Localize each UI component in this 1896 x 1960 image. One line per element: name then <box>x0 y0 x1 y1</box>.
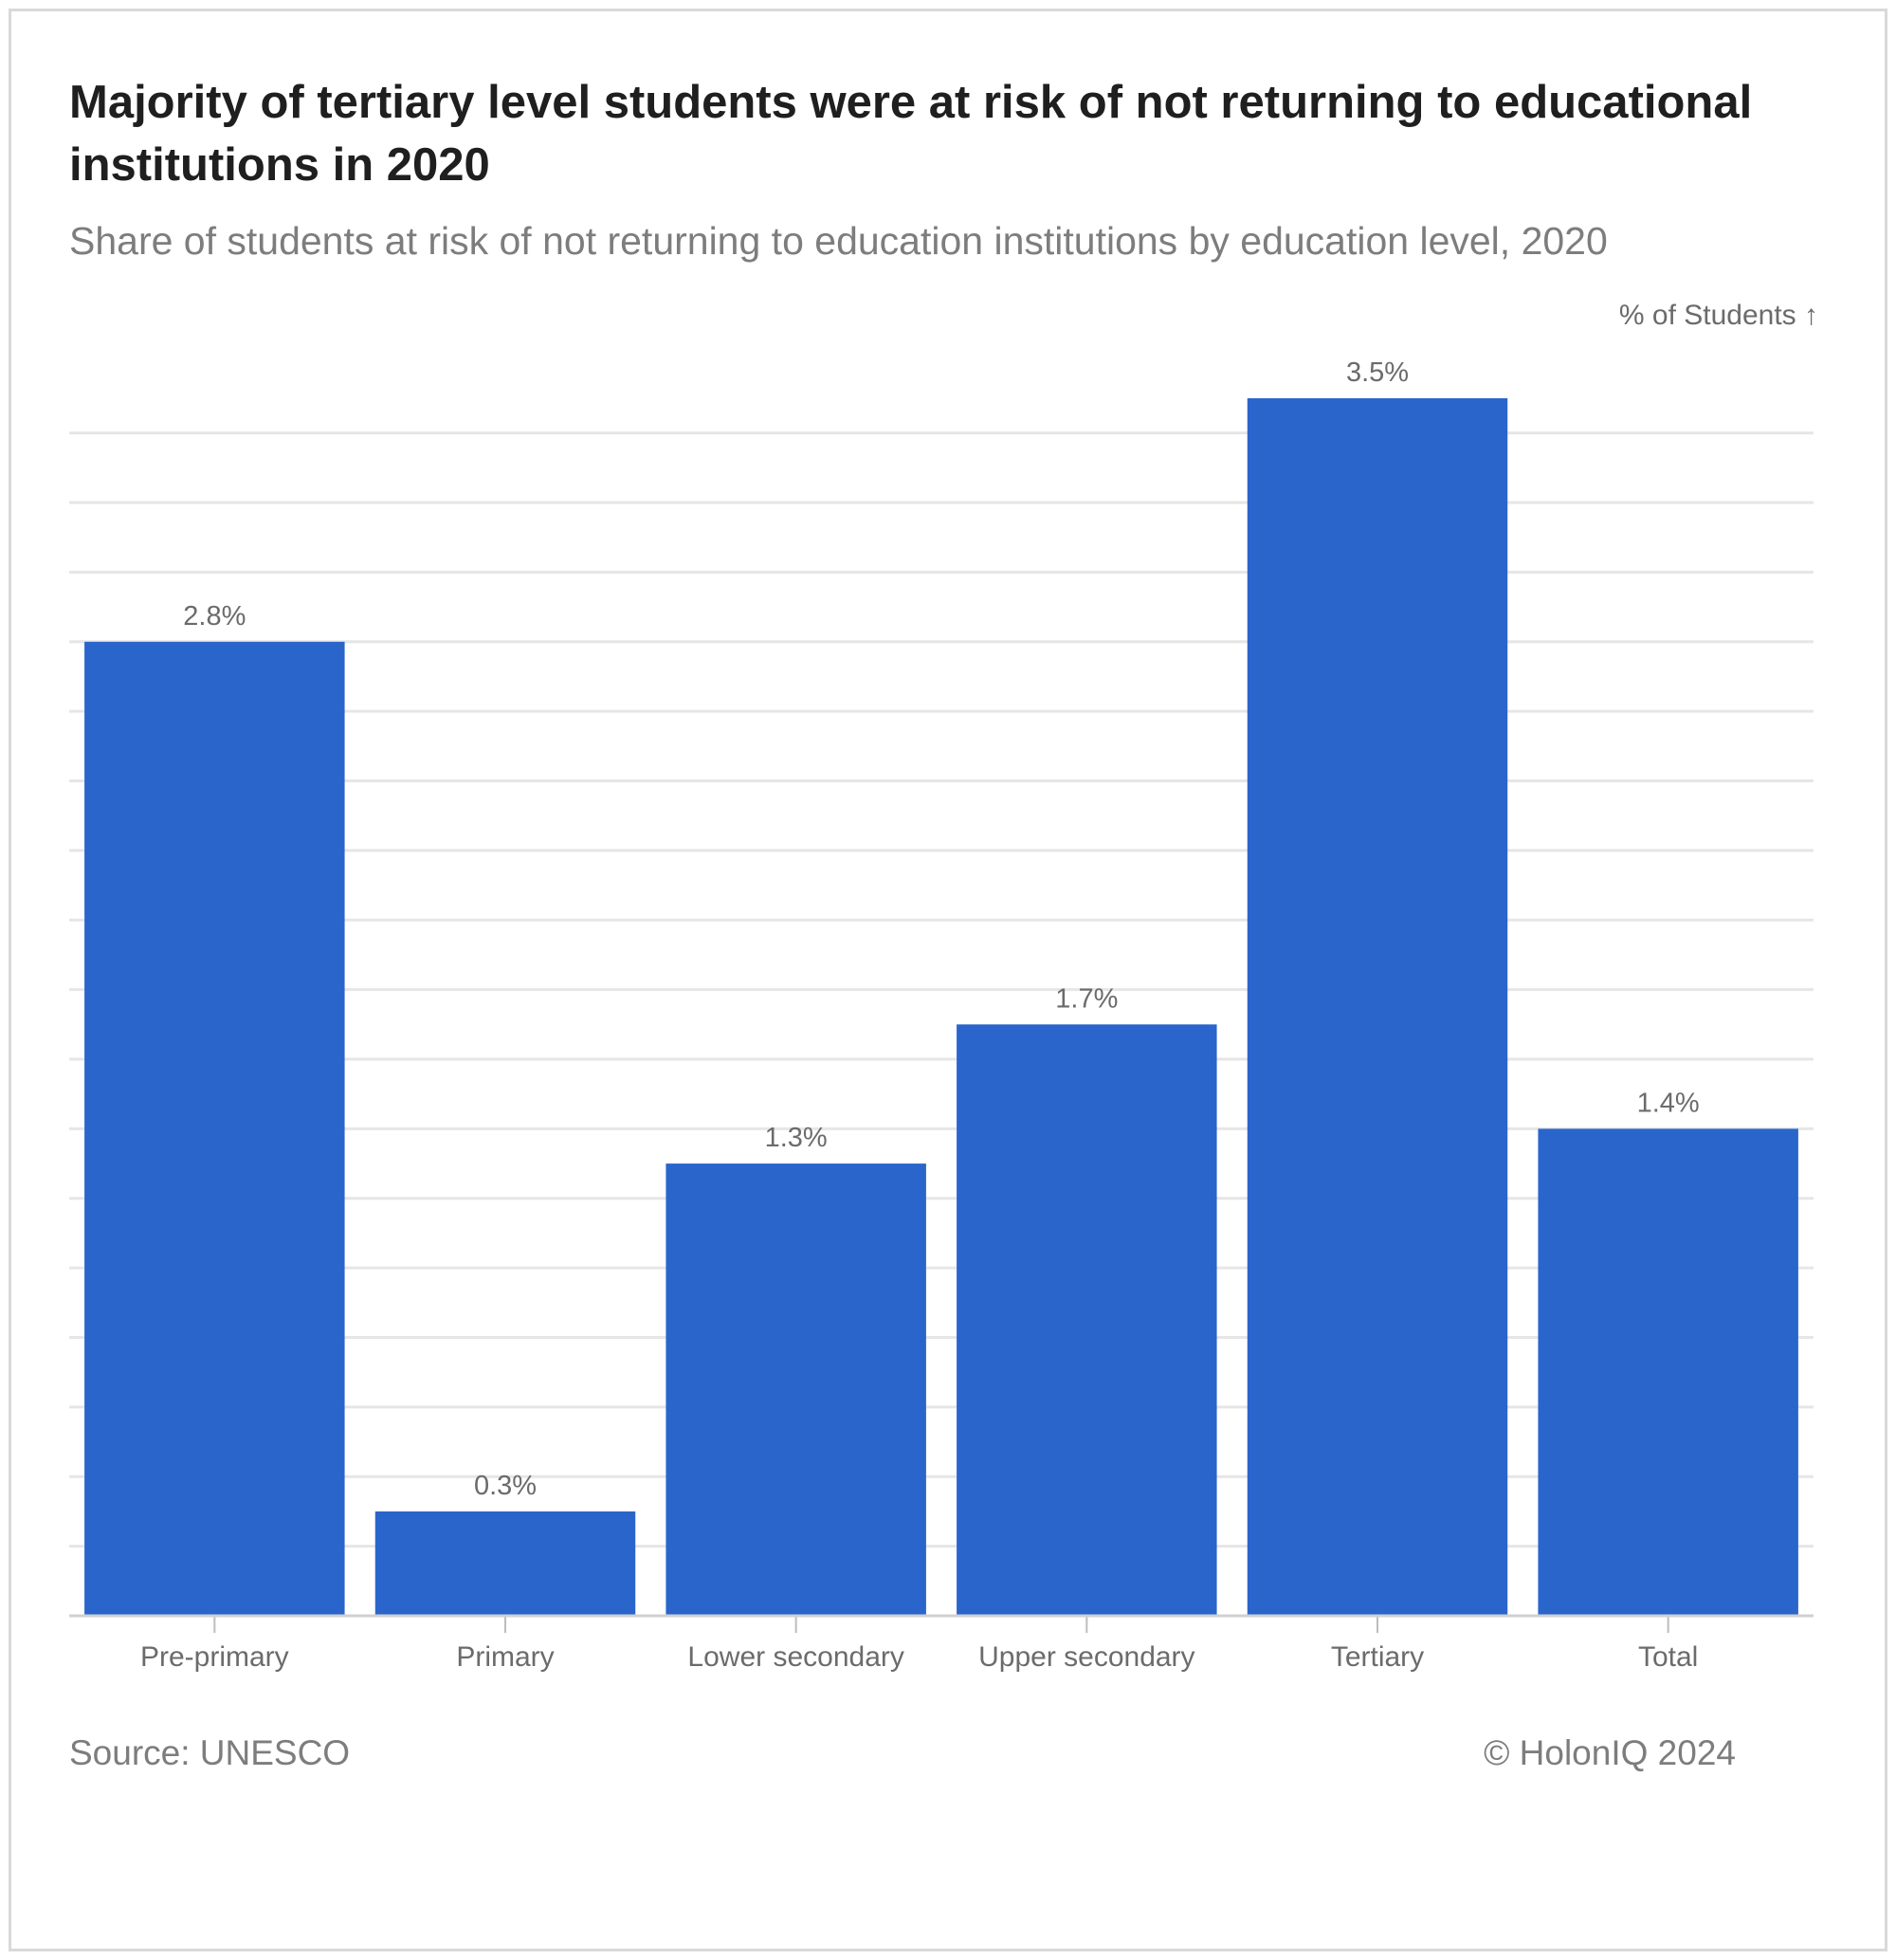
bar-total <box>1538 1128 1798 1616</box>
bar-upper-secondary <box>957 1024 1217 1616</box>
x-tick-label: Pre-primary <box>140 1641 289 1673</box>
data-label: 1.4% <box>1637 1088 1700 1118</box>
data-label: 0.3% <box>474 1471 537 1501</box>
bar-lower-secondary <box>665 1163 926 1616</box>
x-tick-label: Lower secondary <box>687 1641 903 1673</box>
x-tick-label: Total <box>1638 1641 1698 1673</box>
x-axis: Pre-primary Primary Lower secondary Upper s… <box>69 1614 1814 1673</box>
source-note: Source: UNESCO <box>69 1733 351 1772</box>
bars <box>84 398 1798 1616</box>
data-label: 1.7% <box>1055 983 1118 1014</box>
data-label: 2.8% <box>183 601 246 632</box>
chart-subtitle: Share of students at risk of not returni… <box>69 219 1608 263</box>
bar-pre-primary <box>84 641 345 1616</box>
copyright-note: © HolonIQ 2024 <box>1484 1733 1736 1772</box>
x-tick-label: Primary <box>456 1641 554 1673</box>
x-tick-label: Upper secondary <box>978 1641 1194 1673</box>
bar-tertiary <box>1247 398 1508 1616</box>
chart-title: Majority of tertiary level students were… <box>69 77 1753 191</box>
data-labels: 2.8% 0.3% 1.3% 1.7% 3.5% 1.4% <box>183 357 1699 1501</box>
data-label: 1.3% <box>765 1123 828 1153</box>
x-tick-label: Tertiary <box>1331 1641 1424 1673</box>
y-axis-label: % of Students ↑ <box>1619 300 1818 331</box>
bar-chart: 2.8% 0.3% 1.3% 1.7% 3.5% 1.4% Pre-primary Prim… <box>69 300 1818 1673</box>
data-label: 3.5% <box>1346 357 1409 388</box>
bar-primary <box>374 1511 636 1616</box>
gridlines <box>69 431 1814 1548</box>
